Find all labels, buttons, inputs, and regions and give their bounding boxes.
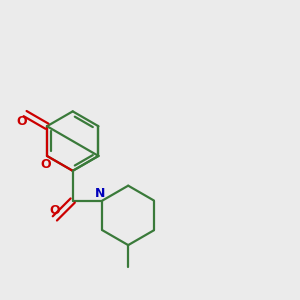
Text: N: N: [95, 188, 105, 200]
Text: O: O: [50, 205, 60, 218]
Text: O: O: [17, 116, 27, 128]
Text: O: O: [40, 158, 51, 171]
